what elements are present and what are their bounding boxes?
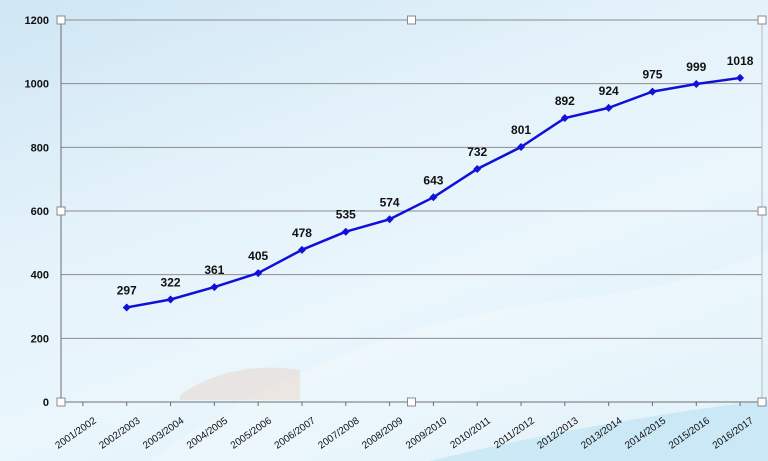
resize-handle[interactable]: [56, 15, 66, 25]
data-label: 322: [161, 275, 181, 289]
data-point-marker: [122, 303, 131, 312]
data-label: 535: [336, 208, 356, 222]
data-label: 892: [555, 94, 575, 108]
data-labels: 297 322 361 405 478 535 574 643 732 801 892 924 975 9…: [117, 54, 754, 298]
resize-handle[interactable]: [407, 15, 416, 25]
data-label: 999: [686, 60, 706, 74]
data-point-marker: [517, 143, 526, 152]
data-label: 732: [467, 145, 487, 159]
data-point-marker: [692, 79, 701, 88]
resize-handle[interactable]: [407, 397, 416, 407]
data-point-marker: [736, 73, 745, 82]
resize-handle[interactable]: [56, 206, 66, 216]
data-markers: [122, 73, 745, 312]
background-swoosh-light: [150, 250, 768, 461]
y-axis-ticks: 0 200 400 600 800 1000 1200: [25, 15, 49, 409]
data-label: 801: [511, 123, 531, 137]
data-point-marker: [560, 114, 569, 123]
y-tick-label: 1200: [25, 15, 49, 27]
y-tick-label: 800: [31, 142, 49, 154]
y-tick-label: 200: [31, 333, 49, 345]
x-tick-label: 2002/2003: [97, 415, 142, 451]
data-point-marker: [210, 283, 219, 292]
background-swoosh-dark: [180, 367, 300, 400]
resize-handle[interactable]: [757, 206, 767, 216]
data-point-marker: [385, 215, 394, 224]
data-label: 643: [423, 173, 443, 187]
data-label: 574: [380, 195, 400, 209]
data-label: 405: [248, 249, 268, 263]
y-tick-label: 400: [31, 270, 49, 282]
data-label: 1018: [727, 54, 754, 68]
resize-handle[interactable]: [56, 397, 66, 407]
y-tick-label: 0: [43, 397, 49, 409]
data-point-marker: [166, 295, 175, 304]
data-label: 924: [599, 84, 619, 98]
data-point-marker: [429, 193, 438, 202]
data-label: 975: [642, 68, 662, 82]
data-label: 297: [117, 283, 137, 297]
selection-handles[interactable]: [56, 15, 767, 407]
background-swoosh: [430, 400, 768, 461]
data-point-marker: [648, 87, 657, 96]
resize-handle[interactable]: [757, 15, 767, 25]
data-label: 478: [292, 226, 312, 240]
data-label: 361: [204, 263, 224, 277]
gridlines: [61, 19, 762, 339]
resize-handle[interactable]: [757, 397, 767, 407]
y-tick-label: 1000: [25, 79, 49, 91]
data-point-marker: [254, 269, 263, 278]
data-point-marker: [604, 103, 613, 112]
data-point-marker: [297, 245, 306, 254]
data-point-marker: [341, 227, 350, 236]
x-tick-label: 2001/2002: [54, 415, 99, 451]
data-point-marker: [473, 164, 482, 173]
y-tick-label: 600: [31, 206, 49, 218]
